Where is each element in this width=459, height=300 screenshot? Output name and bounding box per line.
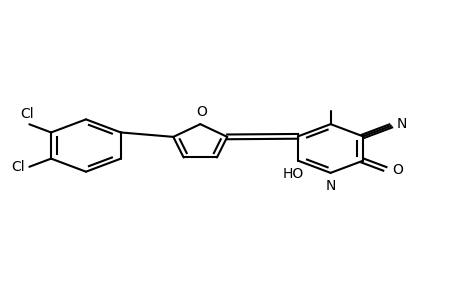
Text: N: N bbox=[325, 179, 335, 194]
Text: N: N bbox=[395, 117, 406, 131]
Text: HO: HO bbox=[282, 167, 303, 181]
Text: O: O bbox=[392, 164, 402, 177]
Text: O: O bbox=[196, 105, 206, 119]
Text: Cl: Cl bbox=[11, 160, 25, 174]
Text: Cl: Cl bbox=[20, 107, 34, 121]
